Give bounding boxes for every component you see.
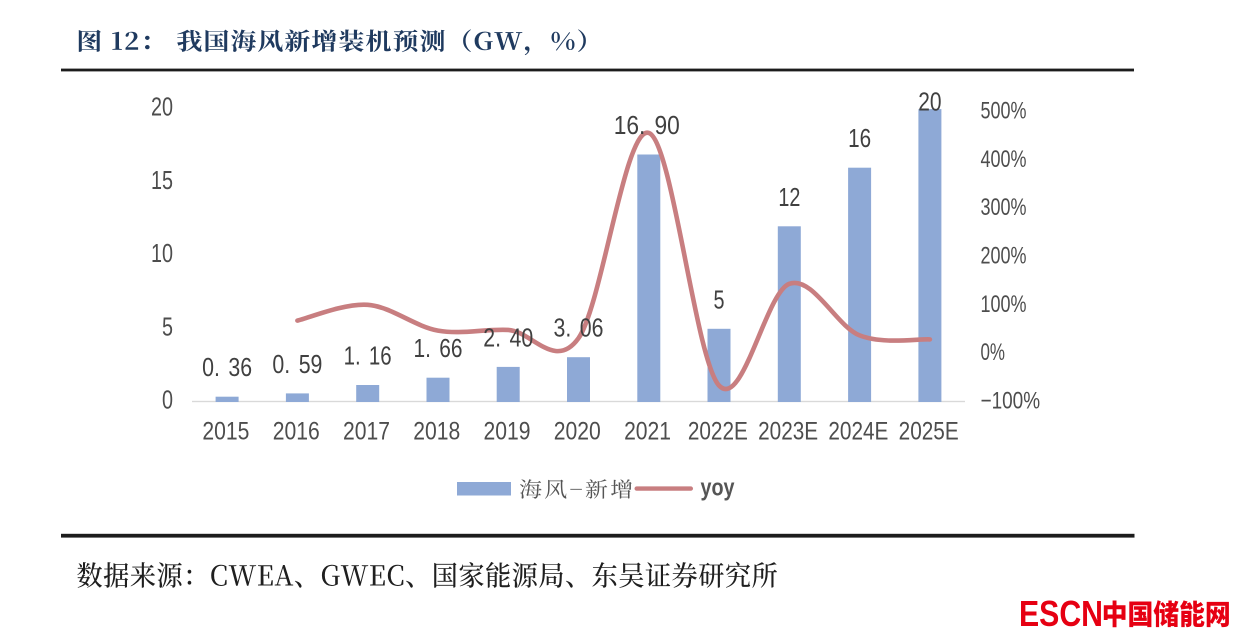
svg-text:ESCN: ESCN xyxy=(1019,593,1103,634)
svg-text:0%: 0% xyxy=(981,339,1006,366)
svg-text:2020: 2020 xyxy=(554,417,601,445)
svg-text:2016: 2016 xyxy=(273,417,320,445)
svg-text:2015: 2015 xyxy=(202,417,249,445)
svg-text:16. 90: 16. 90 xyxy=(614,110,680,140)
svg-text:2. 40: 2. 40 xyxy=(483,322,533,352)
svg-text:20: 20 xyxy=(151,92,173,122)
svg-text:5: 5 xyxy=(714,284,725,314)
svg-text:100%: 100% xyxy=(981,291,1027,318)
svg-text:200%: 200% xyxy=(981,243,1027,270)
svg-text:yoy: yoy xyxy=(701,475,736,502)
svg-text:2025E: 2025E xyxy=(899,417,959,445)
svg-text:5: 5 xyxy=(162,311,173,341)
svg-text:2024E: 2024E xyxy=(828,417,888,445)
svg-text:0. 59: 0. 59 xyxy=(272,349,322,379)
svg-text:0: 0 xyxy=(162,385,173,415)
svg-text:10: 10 xyxy=(151,238,173,268)
svg-text:2021: 2021 xyxy=(624,417,671,445)
svg-text:1. 66: 1. 66 xyxy=(413,333,462,363)
svg-text:15: 15 xyxy=(151,165,173,195)
svg-text:12: 12 xyxy=(778,182,800,212)
svg-text:400%: 400% xyxy=(981,146,1027,173)
svg-text:2017: 2017 xyxy=(343,417,390,445)
svg-text:1. 16: 1. 16 xyxy=(344,341,392,371)
svg-text:2019: 2019 xyxy=(484,417,531,445)
svg-text:16: 16 xyxy=(848,123,871,153)
svg-text:2022E: 2022E xyxy=(688,417,748,445)
svg-text:−100%: −100% xyxy=(981,388,1041,415)
svg-text:0. 36: 0. 36 xyxy=(202,352,252,382)
svg-text:500%: 500% xyxy=(981,98,1027,125)
svg-text:2018: 2018 xyxy=(413,417,460,445)
svg-text:20: 20 xyxy=(918,86,941,116)
svg-text:3. 06: 3. 06 xyxy=(554,313,604,343)
svg-text:300%: 300% xyxy=(981,194,1027,221)
svg-text:2023E: 2023E xyxy=(758,417,818,445)
